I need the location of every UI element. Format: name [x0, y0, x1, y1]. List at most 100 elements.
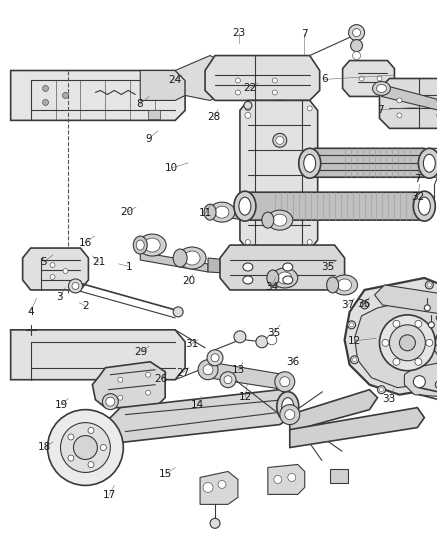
- Ellipse shape: [283, 276, 293, 284]
- Circle shape: [198, 360, 218, 379]
- Circle shape: [426, 340, 433, 346]
- Circle shape: [350, 323, 353, 327]
- Text: 21: 21: [92, 257, 106, 267]
- Circle shape: [377, 76, 382, 81]
- Circle shape: [288, 473, 296, 481]
- Text: 19: 19: [54, 400, 67, 410]
- Text: 28: 28: [207, 111, 220, 122]
- Circle shape: [437, 383, 438, 386]
- Circle shape: [436, 315, 438, 321]
- Text: 14: 14: [191, 400, 204, 410]
- Polygon shape: [92, 362, 165, 408]
- Circle shape: [276, 136, 284, 144]
- Polygon shape: [23, 248, 88, 290]
- Circle shape: [415, 358, 422, 365]
- Circle shape: [218, 480, 226, 488]
- Polygon shape: [245, 192, 424, 220]
- Circle shape: [224, 376, 232, 384]
- Circle shape: [275, 372, 295, 392]
- Circle shape: [203, 482, 213, 492]
- Ellipse shape: [209, 202, 235, 222]
- Polygon shape: [210, 205, 280, 225]
- Ellipse shape: [138, 234, 166, 256]
- Text: 7: 7: [377, 104, 384, 115]
- Text: 6: 6: [321, 75, 328, 84]
- Text: 20: 20: [121, 207, 134, 217]
- Circle shape: [173, 307, 183, 317]
- Text: 20: 20: [182, 277, 195, 286]
- Circle shape: [413, 376, 425, 387]
- Circle shape: [280, 377, 290, 386]
- Ellipse shape: [234, 191, 256, 221]
- Polygon shape: [200, 472, 238, 504]
- Ellipse shape: [372, 82, 390, 95]
- Circle shape: [415, 320, 422, 327]
- Circle shape: [435, 381, 438, 389]
- Ellipse shape: [304, 154, 316, 172]
- Circle shape: [118, 377, 123, 382]
- Circle shape: [437, 113, 438, 118]
- Text: 12: 12: [348, 336, 361, 346]
- Polygon shape: [427, 148, 438, 177]
- Circle shape: [220, 372, 236, 387]
- Circle shape: [245, 239, 251, 245]
- Circle shape: [273, 133, 287, 147]
- Polygon shape: [345, 278, 438, 394]
- Ellipse shape: [262, 212, 274, 228]
- Circle shape: [42, 100, 49, 106]
- Text: 24: 24: [168, 76, 181, 85]
- Polygon shape: [11, 330, 185, 379]
- Circle shape: [72, 282, 79, 289]
- Circle shape: [360, 301, 368, 309]
- Circle shape: [307, 106, 312, 111]
- Circle shape: [353, 52, 360, 60]
- Ellipse shape: [267, 210, 293, 230]
- Ellipse shape: [184, 251, 200, 265]
- Circle shape: [437, 98, 438, 103]
- Text: 3: 3: [57, 292, 63, 302]
- Circle shape: [285, 410, 295, 419]
- Circle shape: [280, 405, 300, 425]
- Circle shape: [379, 315, 435, 371]
- Polygon shape: [310, 148, 429, 177]
- Polygon shape: [220, 245, 345, 290]
- Circle shape: [146, 390, 151, 395]
- Polygon shape: [434, 335, 438, 350]
- Circle shape: [427, 283, 431, 287]
- Circle shape: [353, 358, 357, 362]
- Text: 16: 16: [78, 238, 92, 247]
- Circle shape: [68, 279, 82, 293]
- Ellipse shape: [204, 204, 216, 220]
- Circle shape: [274, 475, 282, 483]
- Polygon shape: [381, 84, 438, 116]
- Circle shape: [100, 445, 106, 450]
- Bar: [148, 110, 160, 119]
- Circle shape: [203, 365, 213, 375]
- Ellipse shape: [327, 277, 339, 293]
- Circle shape: [245, 112, 251, 118]
- Ellipse shape: [215, 206, 229, 218]
- Ellipse shape: [173, 249, 187, 267]
- Ellipse shape: [282, 398, 294, 416]
- Circle shape: [236, 90, 240, 95]
- Text: 35: 35: [267, 328, 280, 338]
- Circle shape: [382, 340, 389, 346]
- Ellipse shape: [377, 84, 386, 92]
- Polygon shape: [355, 298, 438, 387]
- Circle shape: [50, 263, 55, 268]
- Polygon shape: [240, 100, 318, 250]
- Circle shape: [74, 435, 97, 459]
- Text: 32: 32: [411, 192, 424, 203]
- Circle shape: [211, 354, 219, 362]
- Text: 34: 34: [265, 282, 278, 292]
- Circle shape: [363, 303, 367, 307]
- Circle shape: [389, 325, 425, 361]
- Circle shape: [146, 372, 151, 377]
- Polygon shape: [140, 70, 185, 100]
- Text: 29: 29: [134, 346, 148, 357]
- Circle shape: [88, 427, 94, 433]
- Circle shape: [378, 386, 385, 394]
- Ellipse shape: [272, 268, 298, 288]
- Text: 12: 12: [239, 392, 252, 402]
- Circle shape: [210, 518, 220, 528]
